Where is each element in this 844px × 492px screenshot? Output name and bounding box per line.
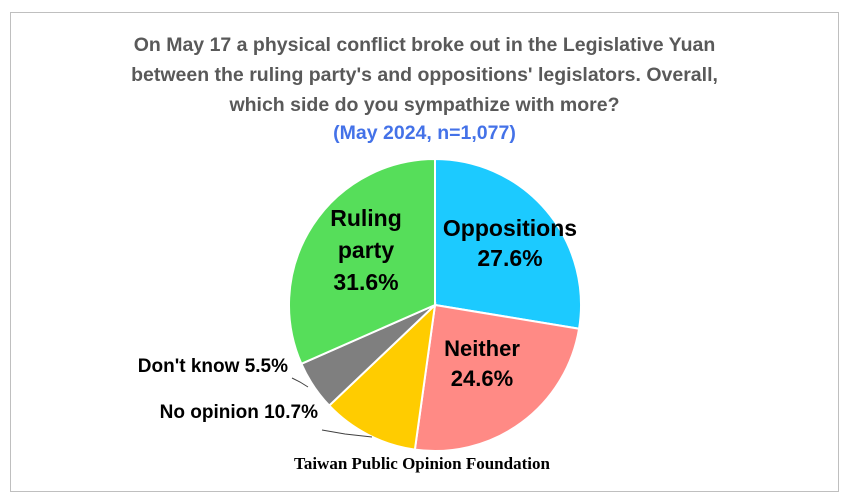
data-label-no-opinion: No opinion 10.7%: [160, 402, 318, 423]
data-label-oppositions: Oppositions 27.6%: [443, 215, 577, 271]
pie-slice-ruling-party: [287, 157, 436, 366]
leader-line-no-opinion: [321, 429, 373, 438]
pie-slice-oppositions: [434, 157, 582, 330]
pie-slice-no-opinion: [327, 302, 437, 451]
chart-subtitle: (May 2024, n=1,077): [333, 122, 516, 144]
chart-title: On May 17 a physical conflict broke out …: [10, 30, 839, 120]
leader-line-don-t-know: [291, 377, 309, 388]
title-line-1: On May 17 a physical conflict broke out …: [133, 34, 716, 56]
title-line-2: between the ruling party's and oppositio…: [131, 64, 718, 86]
title-line-3: which side do you sympathize with more?: [229, 94, 620, 116]
source-credit: Taiwan Public Opinion Foundation: [294, 454, 550, 473]
data-label-don-t-know: Don't know 5.5%: [138, 356, 288, 377]
pie-slice-neither: [413, 303, 581, 453]
data-label-ruling-party: Ruling party 31.6%: [330, 205, 402, 295]
data-label-neither: Neither 24.6%: [444, 336, 520, 391]
